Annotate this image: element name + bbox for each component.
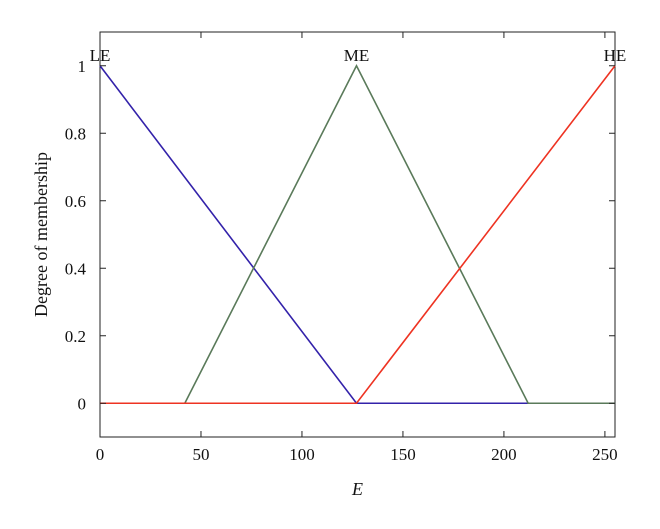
series-line-me [184, 63, 615, 405]
y-tick-label: 0.6 [65, 192, 86, 211]
x-tick-label: 50 [192, 445, 209, 464]
series-label-le: LE [90, 46, 111, 65]
x-tick-label: 200 [491, 445, 517, 464]
x-axis-title: E [351, 479, 363, 499]
series-label-me: ME [344, 46, 370, 65]
series-label-he: HE [604, 46, 627, 65]
series-line-he [100, 65, 616, 405]
y-tick-label: 0 [78, 394, 87, 413]
x-tick-label: 150 [390, 445, 416, 464]
x-tick-label: 0 [96, 445, 105, 464]
y-tick-label: 0.2 [65, 327, 86, 346]
series-line-le [99, 65, 529, 405]
y-tick-label: 1 [78, 57, 87, 76]
series-labels-layer: LE ME HE [90, 46, 627, 65]
y-axis-title: Degree of membership [31, 152, 51, 317]
x-tick-label: 100 [289, 445, 315, 464]
x-tick-label: 250 [592, 445, 618, 464]
series-layer [99, 63, 616, 405]
y-tick-label: 0.4 [65, 259, 87, 278]
plot-area-frame [99, 31, 616, 438]
y-tick-label: 0.8 [65, 124, 86, 143]
ticks-layer: 0 50 100 150 200 250 0 0.2 0.4 0.6 0.8 1 [65, 32, 618, 464]
